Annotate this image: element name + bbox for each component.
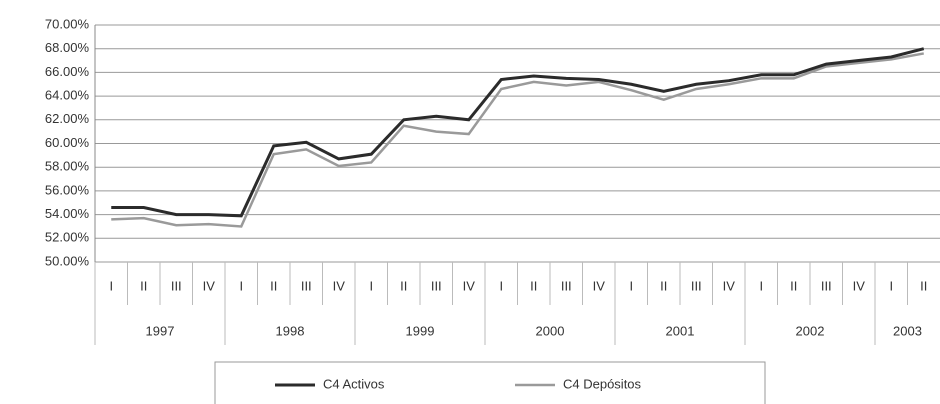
x-tick-label: IV <box>723 278 736 293</box>
x-tick-label: IV <box>333 278 346 293</box>
x-tick-label: III <box>821 278 832 293</box>
x-tick-label: III <box>431 278 442 293</box>
x-tick-label: IV <box>463 278 476 293</box>
legend-box <box>214 361 766 404</box>
line-series <box>111 47 925 218</box>
x-tick-label: I <box>239 278 243 293</box>
x-tick-label: II <box>660 278 667 293</box>
group-label: 1999 <box>406 323 435 338</box>
x-tick-label: II <box>530 278 537 293</box>
y-tick-label: 50.00% <box>45 253 90 268</box>
y-tick-label: 68.00% <box>45 40 90 55</box>
x-tick-label: III <box>171 278 182 293</box>
x-tick-label: I <box>629 278 633 293</box>
x-tick-label: I <box>889 278 893 293</box>
legend-label: C4 Depósitos <box>563 376 642 391</box>
x-tick-label: II <box>790 278 797 293</box>
x-tick-label: IV <box>853 278 866 293</box>
group-label: 2000 <box>536 323 565 338</box>
y-tick-label: 52.00% <box>45 230 90 245</box>
group-label: 2002 <box>796 323 825 338</box>
x-tick-label: I <box>369 278 373 293</box>
y-tick-label: 58.00% <box>45 159 90 174</box>
x-tick-label: III <box>691 278 702 293</box>
y-tick-label: 54.00% <box>45 206 90 221</box>
y-tick-label: 56.00% <box>45 182 90 197</box>
x-tick-label: III <box>301 278 312 293</box>
x-tick-label: II <box>270 278 277 293</box>
legend-label: C4 Activos <box>323 376 385 391</box>
x-tick-label: I <box>109 278 113 293</box>
x-tick-label: III <box>561 278 572 293</box>
x-tick-label: II <box>920 278 927 293</box>
y-tick-label: 60.00% <box>45 135 90 150</box>
group-label: 1998 <box>276 323 305 338</box>
x-tick-label: I <box>499 278 503 293</box>
group-label: 1997 <box>146 323 175 338</box>
y-tick-label: 66.00% <box>45 64 90 79</box>
y-tick-label: 64.00% <box>45 88 90 103</box>
line-series <box>111 52 924 228</box>
y-tick-label: 70.00% <box>45 16 90 31</box>
x-tick-label: I <box>759 278 763 293</box>
x-tick-label: II <box>140 278 147 293</box>
group-label: 2003 <box>893 323 922 338</box>
x-tick-label: II <box>400 278 407 293</box>
group-label: 2001 <box>666 323 695 338</box>
x-tick-label: IV <box>593 278 606 293</box>
x-tick-label: IV <box>203 278 216 293</box>
y-tick-label: 62.00% <box>45 111 90 126</box>
